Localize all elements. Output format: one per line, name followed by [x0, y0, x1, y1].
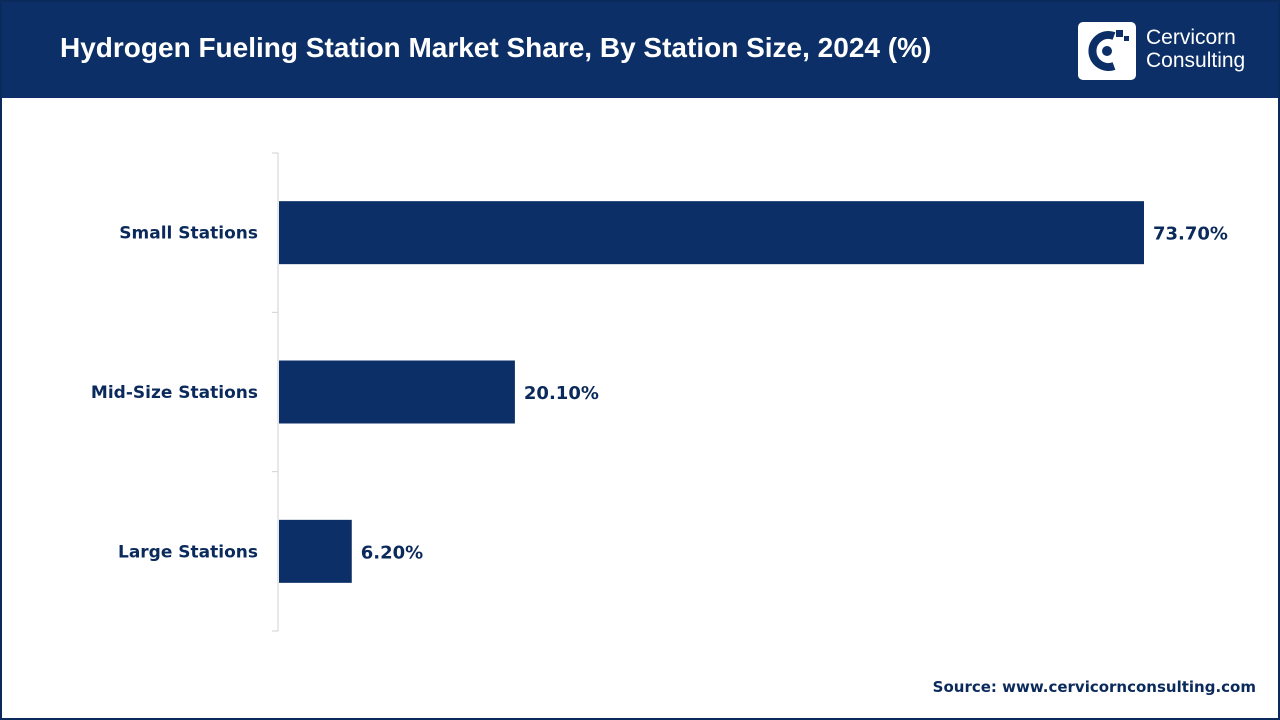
value-label: 73.70%	[1153, 224, 1228, 245]
category-label: Small Stations	[119, 224, 258, 244]
category-label: Mid-Size Stations	[91, 383, 258, 403]
category-label: Large Stations	[118, 542, 258, 562]
logo-line-1: Cervicorn	[1146, 26, 1236, 49]
chart-title: Hydrogen Fueling Station Market Share, B…	[60, 32, 932, 63]
source-note: Source: www.cervicornconsulting.com	[932, 678, 1256, 696]
logo-line-2: Consulting	[1146, 49, 1246, 72]
bar-mid-size-stations	[279, 360, 515, 424]
header-banner: Hydrogen Fueling Station Market Share, B…	[2, 2, 1278, 98]
logo-wordmark: Cervicorn Consulting	[1146, 26, 1245, 72]
bar-chart: Small Stations 73.70% Mid-Size Stations 20.…	[91, 152, 1228, 632]
value-label: 20.10%	[524, 383, 599, 404]
bar-small-stations	[279, 201, 1144, 265]
cervicorn-logo-icon	[1078, 22, 1136, 80]
bar-large-stations	[279, 519, 352, 583]
value-label: 6.20%	[361, 542, 423, 563]
